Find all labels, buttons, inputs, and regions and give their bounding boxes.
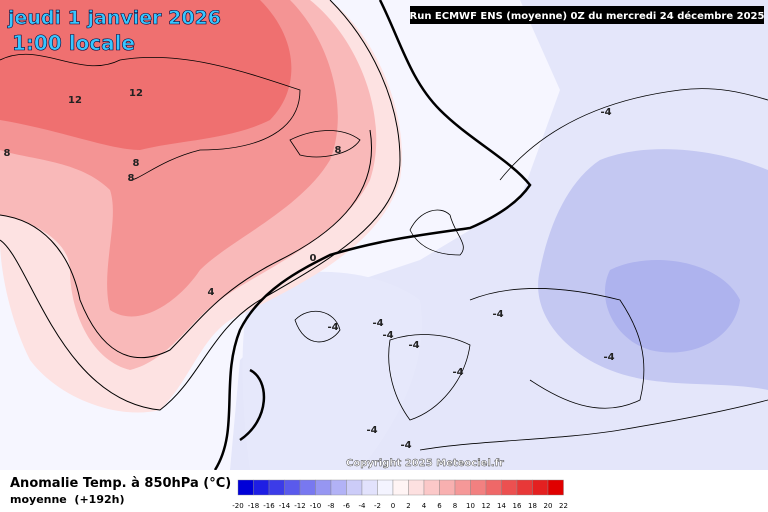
colorbar-swatch (237, 479, 254, 496)
colorbar-label: -18 (248, 502, 259, 510)
colorbar-swatch (268, 479, 285, 496)
zero-contour (213, 0, 532, 471)
contour-label: 12 (68, 95, 82, 106)
cold-zone (242, 271, 422, 470)
contour-label: -4 (492, 309, 503, 320)
contour-label: -4 (372, 318, 383, 329)
contour-label: 8 (128, 173, 135, 184)
colorbar-swatch (423, 479, 440, 496)
colorbar-label: -6 (343, 502, 351, 510)
legend-title: Anomalie Temp. à 850hPa (°C) (10, 476, 231, 491)
colorbar-swatch (454, 479, 471, 496)
colorbar-swatch (361, 479, 378, 496)
legend-subtitle: moyenne (+192h) (10, 493, 125, 506)
colorbar-swatch (439, 479, 456, 496)
zero-contour (239, 368, 266, 442)
contour-label: 4 (208, 287, 215, 298)
colorbar-label: -2 (374, 502, 381, 510)
colorbar-swatch (470, 479, 487, 496)
colorbar-swatch (532, 479, 549, 496)
contour-label: -4 (400, 440, 411, 451)
contour-label: 12 (129, 88, 143, 99)
colorbar-swatch (346, 479, 363, 496)
run-box (410, 6, 764, 24)
contour-label: -4 (327, 322, 338, 333)
coastlines (0, 53, 768, 451)
contour-label: -4 (603, 352, 614, 363)
colorbar-label: -4 (359, 502, 367, 510)
colorbar-label: -14 (279, 502, 291, 510)
warm-zone (0, 0, 292, 150)
colorbar-label: -10 (310, 502, 321, 510)
colorbar-label: 2 (406, 502, 410, 510)
contour-label: -4 (366, 425, 377, 436)
colorbar-label: 10 (466, 502, 475, 510)
colorbar-swatch (408, 479, 425, 496)
colorbar-swatch (547, 479, 564, 496)
contour-label: -4 (452, 367, 463, 378)
colorbar: -20 -18 -16 -14 -12 -10 -8 -6 -4 -2 0 2 4 6 8 10 12 14 16 1… (232, 479, 568, 510)
colorbar-swatch (485, 479, 502, 496)
colorbar-label: -20 (232, 502, 243, 510)
colorbar-label: 18 (528, 502, 537, 510)
colorbar-swatch (315, 479, 332, 496)
contour-label: 0 (310, 253, 317, 264)
colorbar-label: 6 (437, 502, 442, 510)
colorbar-label: 16 (513, 502, 522, 510)
colorbar-label: 0 (391, 502, 395, 510)
colorbar-label: -12 (294, 502, 305, 510)
colorbar-swatch (516, 479, 533, 496)
colorbar-label: 20 (544, 502, 553, 510)
contour-label: 8 (4, 148, 11, 159)
contour-label: 8 (133, 158, 140, 169)
colorbar-swatch (284, 479, 301, 496)
colorbar-label: -16 (263, 502, 275, 510)
colorbar-swatch (299, 479, 316, 496)
colorbar-label: 12 (482, 502, 491, 510)
time-title: 1:00 locale (12, 31, 135, 55)
colorbar-swatch (253, 479, 270, 496)
colorbar-label: 8 (453, 502, 457, 510)
contour-label: 8 (335, 145, 342, 156)
contour-label: -4 (408, 340, 419, 351)
colorbar-label: 4 (422, 502, 427, 510)
cold-zone (604, 260, 740, 353)
colorbar-swatch (392, 479, 409, 496)
colorbar-swatch (501, 479, 518, 496)
colorbar-label: 14 (497, 502, 506, 510)
colorbar-swatch (330, 479, 347, 496)
run-info: Run ECMWF ENS (moyenne) 0Z du mercredi 2… (410, 10, 765, 22)
copyright: Copyright 2025 Meteociel.fr (346, 458, 504, 469)
contour-label: -4 (382, 330, 393, 341)
date-title: jeudi 1 janvier 2026 (7, 7, 221, 29)
colorbar-swatch (377, 479, 394, 496)
colorbar-label: 22 (559, 502, 568, 510)
colorbar-label: -8 (328, 502, 335, 510)
contour-label: -4 (600, 107, 611, 118)
